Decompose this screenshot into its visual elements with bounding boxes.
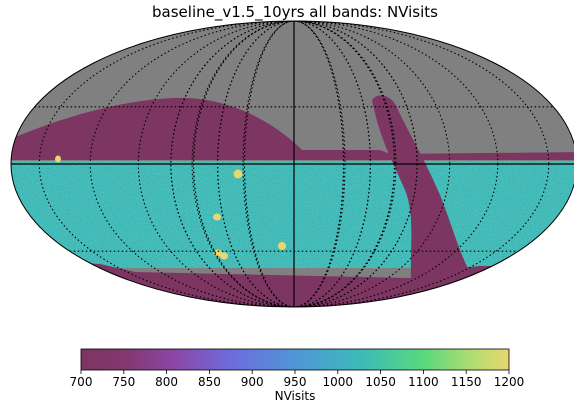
colorbar-tick-label: 750 <box>112 375 135 389</box>
galactic-plane-band <box>372 95 470 280</box>
ddf-marker <box>278 242 286 250</box>
colorbar-tick-label: 800 <box>155 375 178 389</box>
colorbar-tick-label: 1100 <box>408 375 439 389</box>
ddf-marker <box>220 252 228 260</box>
colorbar-tick-label: 700 <box>70 375 93 389</box>
colorbar-label: NVisits <box>275 389 316 403</box>
sky-outline <box>10 20 574 308</box>
colorbar-tick-label: 1200 <box>494 375 525 389</box>
footprint-cool-tone <box>11 161 574 268</box>
ddf-marker <box>55 155 61 163</box>
northern-low-band <box>11 97 574 160</box>
colorbar-tick-label: 900 <box>241 375 264 389</box>
colorbar-tick-label: 1150 <box>451 375 482 389</box>
footprint-speckle <box>11 161 574 268</box>
colorbar-tick-label: 850 <box>198 375 221 389</box>
ddf-marker <box>213 213 221 221</box>
colorbar-tick-label: 950 <box>284 375 307 389</box>
colorbar-tick-label: 1050 <box>365 375 396 389</box>
colorbar-gradient <box>80 348 510 371</box>
colorbar: 700 750 800 850 900 950 1000 1050 1100 1150 1200 N… <box>70 348 525 403</box>
mollweide-sky <box>11 21 574 307</box>
colorbar-tick-label: 1000 <box>323 375 354 389</box>
chart-title: baseline_v1.5_10yrs all bands: NVisits <box>152 3 438 22</box>
ddf-marker <box>233 169 243 179</box>
